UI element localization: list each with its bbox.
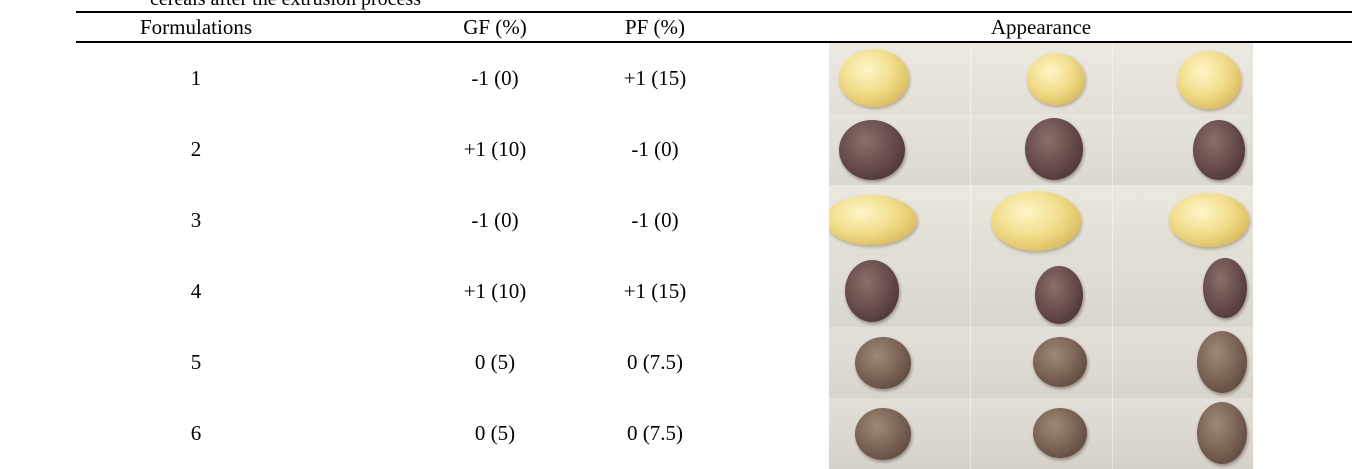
cereal-puff — [1197, 402, 1247, 464]
cereal-puff — [1027, 53, 1085, 105]
header-gf: GF (%) — [463, 15, 527, 39]
cereal-puff — [1177, 51, 1241, 109]
cereal-puff — [839, 49, 909, 107]
cereal-puff — [1033, 337, 1087, 387]
cereal-puff — [1197, 331, 1247, 393]
appearance-photo-row-3 — [829, 185, 1253, 256]
cereal-puff — [991, 191, 1081, 251]
cereal-puff — [855, 408, 911, 460]
cell-pf: +1 (15) — [623, 279, 687, 303]
table-header-rule — [76, 41, 1352, 43]
cereal-puff — [1035, 266, 1083, 324]
header-pf: PF (%) — [624, 15, 686, 39]
cereal-puff — [1025, 118, 1083, 180]
cell-formulation: 2 — [190, 137, 202, 161]
cereal-puff — [1193, 120, 1245, 180]
cereal-puff — [839, 120, 905, 180]
cell-gf: +1 (10) — [463, 279, 527, 303]
appearance-photo-row-6 — [829, 398, 1253, 469]
table-caption-fragment: cereals after the extrusion process — [150, 0, 421, 11]
cereal-puff — [1033, 408, 1087, 458]
cell-gf: 0 (5) — [474, 350, 516, 374]
cell-gf: -1 (0) — [471, 66, 519, 90]
cell-formulation: 3 — [190, 208, 202, 232]
cereal-puff — [855, 337, 911, 389]
cell-gf: 0 (5) — [474, 421, 516, 445]
header-appearance: Appearance — [990, 15, 1092, 39]
header-formulations: Formulations — [139, 15, 252, 39]
cell-pf: +1 (15) — [623, 66, 687, 90]
appearance-photo-row-2 — [829, 114, 1253, 185]
cell-formulation: 4 — [190, 279, 202, 303]
cereal-puff — [845, 260, 899, 322]
cell-pf: -1 (0) — [631, 208, 679, 232]
cell-gf: -1 (0) — [471, 208, 519, 232]
cereal-puff — [1203, 258, 1247, 318]
cell-formulation: 6 — [190, 421, 202, 445]
appearance-photo-row-5 — [829, 327, 1253, 398]
appearance-photo-row-4 — [829, 256, 1253, 327]
table-top-rule — [76, 11, 1352, 13]
cell-gf: +1 (10) — [463, 137, 527, 161]
cereal-puff — [1169, 193, 1249, 247]
cell-pf: -1 (0) — [631, 137, 679, 161]
appearance-photo-grid — [829, 43, 1253, 469]
cell-formulation: 5 — [190, 350, 202, 374]
cereal-puff — [829, 195, 917, 245]
cell-pf: 0 (7.5) — [627, 350, 683, 374]
cell-formulation: 1 — [190, 66, 202, 90]
cell-pf: 0 (7.5) — [627, 421, 683, 445]
appearance-photo-row-1 — [829, 43, 1253, 114]
